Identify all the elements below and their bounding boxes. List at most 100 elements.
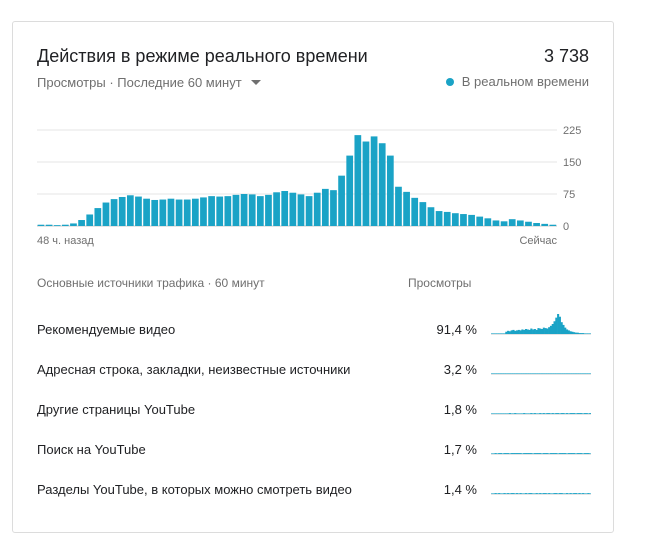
bar[interactable] [110, 199, 118, 226]
bar[interactable] [386, 155, 394, 226]
bar[interactable] [508, 219, 516, 226]
bar[interactable] [451, 213, 459, 226]
bar[interactable] [78, 220, 85, 226]
bar[interactable] [427, 207, 435, 226]
sparkline-bar [494, 453, 497, 454]
traffic-source-row[interactable]: Адресная строка, закладки, неизвестные и… [37, 362, 593, 382]
bar[interactable] [61, 224, 69, 226]
bar[interactable] [53, 225, 61, 226]
bar[interactable] [151, 199, 159, 226]
sparkline-bar [532, 453, 535, 454]
sparkline-bar [541, 373, 544, 374]
sparkline-bar [533, 493, 536, 494]
bar[interactable] [484, 218, 492, 226]
sparkline-bar [569, 413, 572, 414]
bar[interactable] [525, 221, 532, 226]
traffic-source-percent: 3,2 % [443, 362, 477, 377]
bar[interactable] [143, 198, 150, 226]
bar[interactable] [281, 191, 289, 226]
bar[interactable] [321, 188, 329, 226]
bar[interactable] [370, 136, 378, 226]
bar[interactable] [118, 196, 126, 226]
traffic-source-label: Другие страницы YouTube [37, 402, 196, 417]
bar[interactable] [86, 214, 94, 226]
sparkline-bar [498, 373, 501, 374]
sparkline-bar [582, 453, 585, 454]
bar[interactable] [297, 194, 305, 226]
bar[interactable] [256, 196, 264, 226]
sparkline-bar [517, 453, 520, 454]
sparkline-bar [587, 493, 590, 494]
bar[interactable] [443, 211, 451, 226]
sparkline-bar [567, 330, 570, 334]
sparkline-bar [533, 329, 536, 334]
sparkline-bar [516, 493, 519, 494]
bar[interactable] [167, 198, 175, 226]
sparkline-bar [524, 373, 528, 374]
bar[interactable] [273, 192, 280, 226]
bar[interactable] [354, 135, 362, 226]
bar[interactable] [362, 141, 370, 226]
bar[interactable] [395, 186, 402, 226]
sparkline-bar [491, 493, 494, 494]
bar[interactable] [200, 197, 207, 226]
bar[interactable] [37, 224, 45, 226]
sparkline-bar [571, 493, 574, 494]
bar[interactable] [338, 175, 345, 226]
views-column-header: Просмотры [408, 276, 472, 290]
sparkline-bar [517, 493, 520, 494]
sparkline-bar [549, 325, 553, 334]
bar[interactable] [330, 190, 337, 226]
sparkline-bar [516, 413, 519, 414]
sparkline-bar [583, 333, 586, 334]
bar[interactable] [500, 221, 508, 226]
bar[interactable] [305, 196, 313, 226]
sparkline-bar [566, 329, 569, 334]
y-tick-label: 0 [563, 221, 569, 233]
bar[interactable] [346, 155, 354, 226]
bar[interactable] [476, 216, 484, 226]
sparkline-bar [532, 329, 535, 334]
bar[interactable] [403, 191, 410, 226]
bar[interactable] [541, 223, 549, 226]
bar[interactable] [45, 224, 53, 226]
bar[interactable] [265, 194, 272, 226]
bar[interactable] [208, 196, 215, 226]
traffic-source-row[interactable]: Поиск на YouTube 1,7 % [37, 442, 593, 462]
bar[interactable] [460, 214, 467, 226]
sparkline-bar [578, 333, 581, 334]
bar[interactable] [70, 223, 77, 226]
bar[interactable] [183, 199, 191, 226]
bar[interactable] [411, 197, 419, 226]
bar[interactable] [191, 198, 199, 226]
bar[interactable] [135, 196, 142, 226]
sparkline-bar [573, 373, 576, 374]
bar[interactable] [435, 211, 443, 226]
bar[interactable] [175, 199, 183, 226]
traffic-source-label: Поиск на YouTube [37, 442, 146, 457]
bar[interactable] [492, 220, 500, 226]
bar[interactable] [94, 208, 102, 226]
traffic-source-row[interactable]: Разделы YouTube, в которых можно смотрет… [37, 482, 593, 502]
bar[interactable] [468, 214, 475, 226]
bar[interactable] [516, 220, 524, 226]
bar[interactable] [549, 224, 557, 226]
bar[interactable] [240, 194, 248, 226]
bar[interactable] [313, 192, 321, 226]
bar[interactable] [216, 196, 224, 226]
sparkline-bar [510, 330, 513, 334]
bar[interactable] [248, 194, 256, 226]
bar[interactable] [232, 194, 240, 226]
bar[interactable] [289, 192, 297, 226]
bar[interactable] [419, 202, 427, 226]
bar[interactable] [159, 199, 167, 226]
bar[interactable] [126, 195, 134, 226]
bar[interactable] [224, 196, 232, 226]
traffic-source-row[interactable]: Другие страницы YouTube 1,8 % [37, 402, 593, 422]
sparkline-bar [549, 493, 553, 494]
traffic-source-row[interactable]: Рекомендуемые видео 91,4 % [37, 314, 593, 342]
bar[interactable] [378, 143, 386, 226]
bar[interactable] [102, 202, 110, 226]
period-dropdown[interactable]: Просмотры · Последние 60 минут [37, 75, 261, 90]
bar[interactable] [533, 223, 540, 226]
